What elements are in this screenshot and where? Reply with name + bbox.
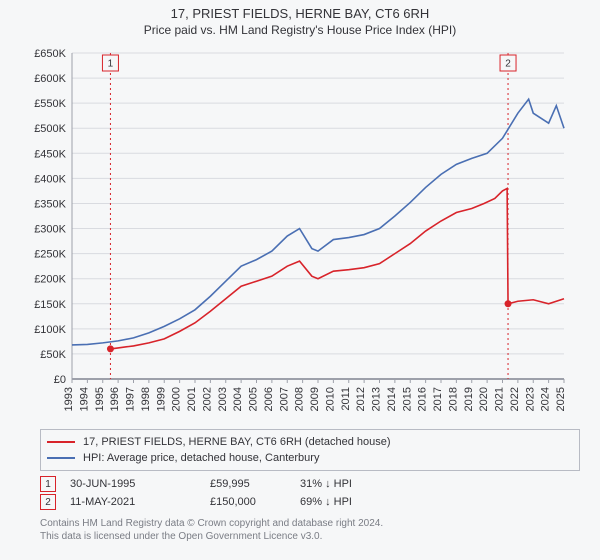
svg-text:1996: 1996 [109, 387, 121, 411]
svg-text:2016: 2016 [417, 387, 429, 411]
svg-text:£550K: £550K [34, 98, 66, 110]
event-date: 30-JUN-1995 [70, 478, 210, 490]
svg-text:1994: 1994 [78, 387, 90, 411]
svg-text:2007: 2007 [278, 387, 290, 411]
svg-text:2005: 2005 [248, 387, 260, 411]
svg-text:£350K: £350K [34, 198, 66, 210]
footer-line-2: This data is licensed under the Open Gov… [40, 530, 580, 543]
svg-text:£600K: £600K [34, 73, 66, 85]
legend: 17, PRIEST FIELDS, HERNE BAY, CT6 6RH (d… [40, 429, 580, 471]
svg-text:1997: 1997 [125, 387, 137, 411]
svg-text:2006: 2006 [263, 387, 275, 411]
legend-swatch [47, 457, 75, 459]
event-price: £59,995 [210, 478, 300, 490]
svg-text:2013: 2013 [371, 387, 383, 411]
event-price: £150,000 [210, 496, 300, 508]
svg-text:2012: 2012 [355, 387, 367, 411]
event-row: 2 11-MAY-2021£150,00069% ↓ HPI [40, 493, 580, 511]
event-delta: 69% ↓ HPI [300, 496, 352, 508]
svg-text:£150K: £150K [34, 299, 66, 311]
svg-text:£300K: £300K [34, 224, 66, 236]
svg-text:1999: 1999 [155, 387, 167, 411]
svg-text:2011: 2011 [340, 387, 352, 411]
svg-text:1998: 1998 [140, 387, 152, 411]
svg-text:2014: 2014 [386, 387, 398, 411]
svg-text:2020: 2020 [478, 387, 490, 411]
chart-area: £0 £50K £100K £150K £200K £250K £300K £350K £400… [20, 43, 580, 423]
event-date: 11-MAY-2021 [70, 496, 210, 508]
svg-text:£400K: £400K [34, 173, 66, 185]
svg-text:2010: 2010 [324, 387, 336, 411]
svg-text:2: 2 [505, 59, 511, 70]
svg-text:1993: 1993 [63, 387, 75, 411]
svg-text:2022: 2022 [509, 387, 521, 411]
svg-text:2003: 2003 [217, 387, 229, 411]
svg-text:1995: 1995 [94, 387, 106, 411]
svg-text:£500K: £500K [34, 123, 66, 135]
svg-text:1: 1 [108, 59, 114, 70]
svg-text:£650K: £650K [34, 48, 66, 60]
svg-text:2015: 2015 [401, 387, 413, 411]
svg-text:£250K: £250K [34, 249, 66, 261]
chart-subtitle: Price paid vs. HM Land Registry's House … [0, 23, 600, 37]
event-marker: 2 [40, 494, 56, 510]
legend-swatch [47, 441, 75, 443]
event-row: 1 30-JUN-1995£59,99531% ↓ HPI [40, 475, 580, 493]
svg-text:2004: 2004 [232, 387, 244, 411]
svg-text:2017: 2017 [432, 387, 444, 411]
svg-text:2009: 2009 [309, 387, 321, 411]
svg-text:£200K: £200K [34, 274, 66, 286]
footer-line-1: Contains HM Land Registry data © Crown c… [40, 517, 580, 530]
svg-text:2019: 2019 [463, 387, 475, 411]
legend-item: HPI: Average price, detached house, Cant… [47, 450, 573, 466]
svg-text:2024: 2024 [540, 387, 552, 411]
svg-text:2008: 2008 [294, 387, 306, 411]
svg-text:2021: 2021 [494, 387, 506, 411]
title-block: 17, PRIEST FIELDS, HERNE BAY, CT6 6RH Pr… [0, 0, 600, 37]
footer: Contains HM Land Registry data © Crown c… [40, 517, 580, 543]
legend-item: 17, PRIEST FIELDS, HERNE BAY, CT6 6RH (d… [47, 434, 573, 450]
svg-text:£450K: £450K [34, 148, 66, 160]
svg-text:2001: 2001 [186, 387, 198, 411]
svg-text:2018: 2018 [447, 387, 459, 411]
chart-title: 17, PRIEST FIELDS, HERNE BAY, CT6 6RH [0, 6, 600, 21]
svg-text:2023: 2023 [524, 387, 536, 411]
svg-text:£100K: £100K [34, 324, 66, 336]
svg-text:2025: 2025 [555, 387, 567, 411]
svg-text:£50K: £50K [40, 349, 66, 361]
legend-label: 17, PRIEST FIELDS, HERNE BAY, CT6 6RH (d… [83, 434, 391, 450]
event-marker: 1 [40, 476, 56, 492]
event-delta: 31% ↓ HPI [300, 478, 352, 490]
svg-text:£0: £0 [54, 374, 66, 386]
events-table: 1 30-JUN-1995£59,99531% ↓ HPI 2 11-MAY-2021… [40, 475, 580, 511]
svg-text:2000: 2000 [171, 387, 183, 411]
svg-text:2002: 2002 [201, 387, 213, 411]
legend-label: HPI: Average price, detached house, Cant… [83, 450, 319, 466]
chart-svg: £0 £50K £100K £150K £200K £250K £300K £350K £400… [20, 43, 580, 423]
